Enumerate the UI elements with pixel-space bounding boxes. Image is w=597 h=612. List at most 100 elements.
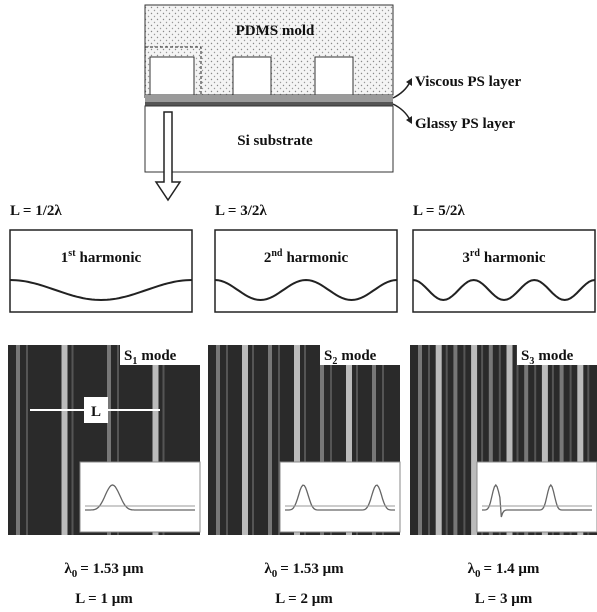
stripe — [304, 345, 306, 535]
stripe — [372, 345, 376, 535]
wave — [9, 279, 193, 302]
mode-letter: S — [124, 348, 132, 364]
symbol: λ — [64, 561, 72, 577]
stripe — [107, 345, 111, 535]
mode-sub: 2 — [332, 356, 337, 367]
stripe — [330, 345, 332, 535]
stripe — [278, 345, 280, 535]
period: = 1.4 μm — [484, 561, 540, 577]
stripe — [481, 345, 484, 535]
stripe — [435, 345, 442, 535]
suffix: rd — [470, 248, 480, 259]
period: = 1.53 μm — [80, 561, 144, 577]
substrate — [144, 105, 394, 173]
harmonic-box — [214, 229, 398, 313]
glassy-label: Glassy PS layer — [415, 116, 515, 132]
mode-letter: S — [324, 348, 332, 364]
suffix: nd — [271, 248, 283, 259]
symbol-sub: 0 — [475, 568, 481, 580]
substrate-label: Si substrate — [237, 133, 313, 149]
profile — [482, 483, 592, 518]
inset — [476, 461, 597, 533]
stripe — [445, 345, 448, 535]
stripe — [26, 345, 28, 535]
suffix: st — [68, 248, 76, 259]
stripe — [268, 345, 272, 535]
length-caption: L = 1 μm — [75, 591, 133, 607]
stripe — [252, 345, 254, 535]
length-label: L = 1/2λ — [10, 203, 62, 219]
period-caption: λ0 = 1.4 μm — [468, 561, 540, 580]
stripe — [216, 345, 220, 535]
stripe — [569, 345, 572, 535]
stripe — [16, 345, 20, 535]
marker-label: L — [91, 404, 101, 420]
mode-box — [320, 345, 400, 365]
mode-label: S3 mode — [521, 348, 574, 367]
period-caption: λ0 = 1.53 μm — [264, 561, 344, 580]
schematic: PDMS mold Si substrate Viscous PS layer … — [144, 4, 521, 202]
stripe — [61, 345, 68, 535]
stripe — [428, 345, 430, 535]
mode-label: S1 mode — [124, 348, 177, 367]
stripe — [488, 345, 493, 535]
stripe — [320, 345, 324, 535]
marker-box — [84, 397, 108, 423]
ordinal: 1 — [61, 250, 69, 266]
pointer-head — [406, 78, 412, 86]
mode-box — [120, 345, 200, 365]
stripe — [346, 345, 352, 535]
stripe — [498, 345, 501, 535]
stripe — [559, 345, 564, 535]
harmonic-title: 3rd harmonic — [462, 248, 546, 266]
profile — [285, 484, 395, 511]
wave — [214, 278, 398, 302]
symbol-sub: 0 — [72, 568, 78, 580]
stripe — [117, 345, 119, 535]
stripe — [418, 345, 422, 535]
harmonic-box — [9, 229, 193, 313]
inset — [279, 461, 401, 533]
profile — [85, 484, 195, 511]
ordinal: 3 — [462, 250, 470, 266]
length-label: L = 5/2λ — [413, 203, 465, 219]
stripe — [162, 345, 165, 535]
length-caption: L = 2 μm — [275, 591, 333, 607]
mode-box — [517, 345, 597, 365]
period: = 1.53 μm — [280, 561, 344, 577]
stripe — [242, 345, 248, 535]
stripe — [577, 345, 584, 535]
stripe — [516, 345, 519, 535]
mode-label: S2 mode — [324, 348, 377, 367]
mode-word: mode — [141, 348, 176, 364]
stripe — [541, 345, 548, 535]
mode-sub: 3 — [529, 356, 534, 367]
mode-word: mode — [538, 348, 573, 364]
stripe — [463, 345, 466, 535]
ordinal: 2 — [264, 250, 272, 266]
wave — [412, 278, 596, 302]
glassy-layer — [145, 102, 393, 106]
length-caption: L = 3 μm — [475, 591, 533, 607]
period-caption: λ0 = 1.53 μm — [64, 561, 144, 580]
pointer-head — [406, 116, 412, 124]
harmonic-box — [412, 229, 596, 313]
harmonic-label: harmonic — [80, 250, 142, 266]
mode-word: mode — [341, 348, 376, 364]
stripe — [471, 345, 478, 535]
viscous-label: Viscous PS layer — [415, 74, 521, 90]
stripe — [294, 345, 300, 535]
cavity — [149, 56, 195, 96]
stripe — [524, 345, 529, 535]
harmonic-label: harmonic — [286, 250, 348, 266]
stripe — [534, 345, 537, 535]
cavity — [232, 56, 272, 96]
mode-letter: S — [521, 348, 529, 364]
stripe — [356, 345, 358, 535]
harmonic-title: 1st harmonic — [61, 248, 142, 266]
stripe — [382, 345, 384, 535]
down-arrow — [154, 111, 182, 202]
length-label: L = 3/2λ — [215, 203, 267, 219]
